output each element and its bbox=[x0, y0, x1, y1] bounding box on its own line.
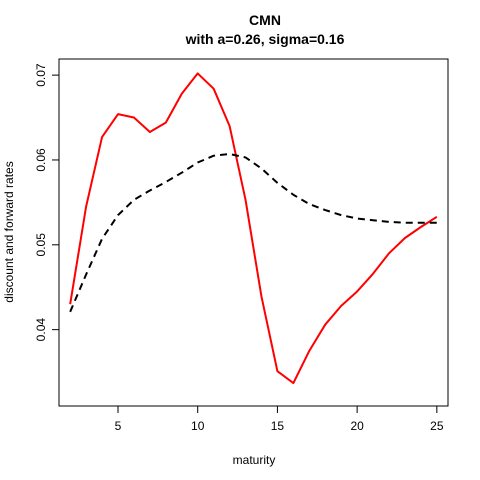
y-tick-label: 0.04 bbox=[34, 318, 48, 342]
x-tick-label: 10 bbox=[191, 419, 205, 433]
x-axis: 5 10 15 20 25 bbox=[115, 405, 444, 433]
x-tick-label: 15 bbox=[271, 419, 285, 433]
y-tick-label: 0.07 bbox=[34, 63, 48, 87]
x-tick-label: 20 bbox=[350, 419, 364, 433]
chart-title: CMN bbox=[249, 12, 281, 28]
chart-subtitle: with a=0.26, sigma=0.16 bbox=[185, 31, 345, 47]
series-line-solid bbox=[69, 72, 438, 385]
x-tick-label: 25 bbox=[430, 419, 444, 433]
x-axis-label: maturity bbox=[233, 453, 276, 467]
y-tick-label: 0.06 bbox=[34, 148, 48, 172]
y-axis: 0.04 0.05 0.06 0.07 bbox=[34, 63, 60, 342]
series-line-dashed bbox=[69, 153, 437, 313]
series-layer bbox=[69, 72, 438, 385]
y-tick-label: 0.05 bbox=[34, 233, 48, 257]
x-tick-label: 5 bbox=[115, 419, 122, 433]
y-axis-label: discount and forward rates bbox=[2, 161, 16, 302]
plot-frame bbox=[58, 58, 449, 407]
